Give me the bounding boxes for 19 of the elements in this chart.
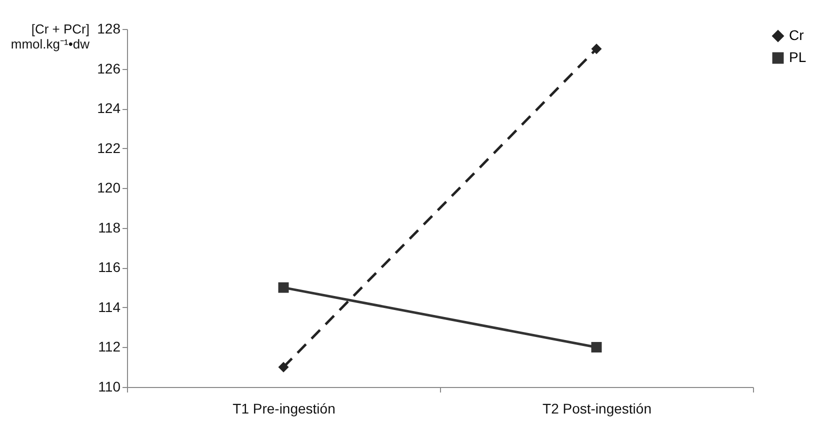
- y-tick-label: 124: [97, 100, 121, 116]
- y-tick-label: 110: [98, 378, 121, 394]
- y-axis-title: [Cr + PCr] mmol.kg⁻¹•dw: [10, 22, 90, 52]
- y-tick-label: 114: [98, 298, 121, 315]
- x-tick-label: T2 Post-ingestión: [542, 400, 652, 416]
- y-tick-label: 118: [98, 219, 121, 236]
- point: [278, 362, 289, 372]
- y-tick-label: 122: [97, 140, 121, 156]
- y-tick-label: 126: [97, 60, 121, 76]
- point: [591, 44, 602, 54]
- y-tick-label: 116: [98, 259, 121, 276]
- x-tick-label: T1 Pre-ingestión: [232, 400, 336, 416]
- point: [591, 342, 602, 352]
- legend-label: Cr: [789, 27, 804, 43]
- legend-label: PL: [789, 49, 806, 65]
- y-tick-label: 112: [98, 338, 121, 355]
- point: [278, 282, 289, 293]
- y-tick-label: 120: [97, 180, 121, 196]
- y-tick-label: 128: [97, 20, 121, 36]
